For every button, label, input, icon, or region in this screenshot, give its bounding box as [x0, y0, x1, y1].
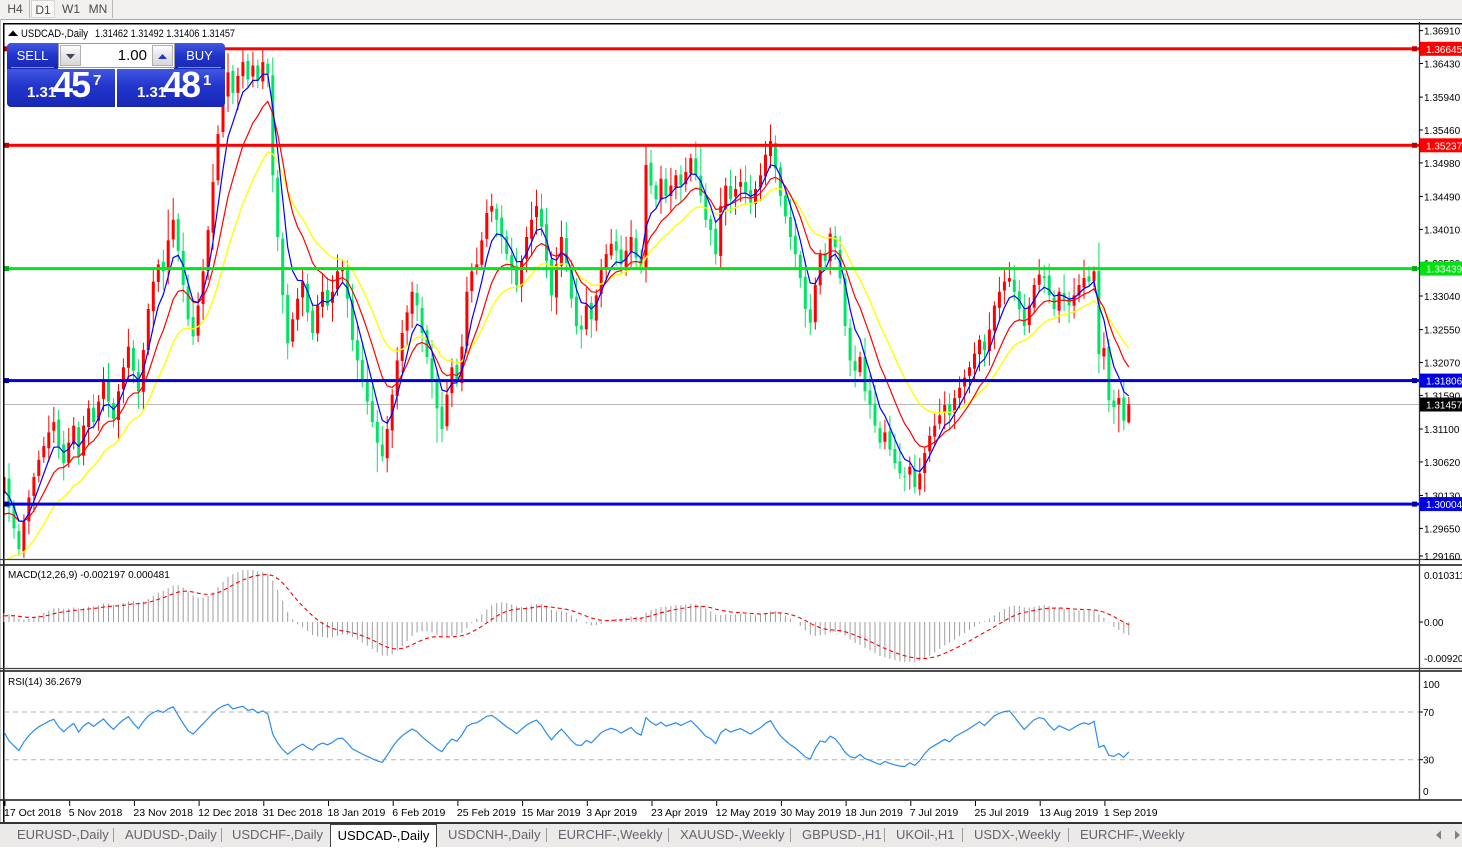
svg-text:0.010311: 0.010311 — [1424, 571, 1462, 582]
svg-text:1.34010: 1.34010 — [1424, 225, 1461, 236]
svg-text:1.30004: 1.30004 — [1426, 500, 1462, 511]
svg-text:1 Sep 2019: 1 Sep 2019 — [1104, 807, 1158, 819]
svg-text:25 Feb 2019: 25 Feb 2019 — [457, 807, 516, 819]
svg-text:100: 100 — [1423, 680, 1440, 691]
svg-text:17 Oct 2018: 17 Oct 2018 — [4, 807, 61, 819]
svg-text:31 Dec 2018: 31 Dec 2018 — [263, 807, 323, 819]
svg-text:23 Nov 2018: 23 Nov 2018 — [133, 807, 193, 819]
svg-text:12 May 2019: 12 May 2019 — [716, 807, 777, 819]
svg-text:1.36645: 1.36645 — [1426, 45, 1462, 56]
svg-text:0: 0 — [1423, 787, 1429, 798]
svg-text:18 Jun 2019: 18 Jun 2019 — [845, 807, 903, 819]
svg-text:1.29160: 1.29160 — [1424, 552, 1461, 563]
svg-text:1.36430: 1.36430 — [1424, 60, 1461, 71]
svg-text:3 Apr 2019: 3 Apr 2019 — [586, 807, 637, 819]
svg-text:13 Aug 2019: 13 Aug 2019 — [1039, 807, 1098, 819]
svg-text:1.33040: 1.33040 — [1424, 292, 1461, 303]
svg-text:15 Mar 2019: 15 Mar 2019 — [522, 807, 581, 819]
svg-text:1.32070: 1.32070 — [1424, 359, 1461, 370]
svg-text:1.30620: 1.30620 — [1424, 458, 1461, 469]
svg-text:70: 70 — [1423, 708, 1435, 719]
svg-text:USDCAD-,Daily: USDCAD-,Daily — [21, 28, 88, 40]
svg-text:5 Nov 2018: 5 Nov 2018 — [69, 807, 123, 819]
svg-text:1.31462 1.31492 1.31406 1.3145: 1.31462 1.31492 1.31406 1.31457 — [95, 28, 235, 40]
svg-text:1.31100: 1.31100 — [1424, 425, 1460, 436]
svg-text:30 May 2019: 30 May 2019 — [780, 807, 841, 819]
svg-text:1.30130: 1.30130 — [1424, 492, 1461, 503]
svg-text:1.33439: 1.33439 — [1426, 265, 1462, 276]
svg-text:6 Feb 2019: 6 Feb 2019 — [392, 807, 445, 819]
svg-text:18 Jan 2019: 18 Jan 2019 — [328, 807, 386, 819]
svg-text:0.00: 0.00 — [1424, 618, 1444, 629]
svg-text:-0.009203: -0.009203 — [1424, 654, 1462, 665]
svg-text:1.35237: 1.35237 — [1426, 141, 1462, 152]
svg-text:1.31457: 1.31457 — [1426, 401, 1462, 412]
svg-text:1.35940: 1.35940 — [1424, 93, 1461, 104]
svg-text:1.35460: 1.35460 — [1424, 126, 1461, 137]
svg-text:25 Jul 2019: 25 Jul 2019 — [975, 807, 1029, 819]
svg-text:1.34490: 1.34490 — [1424, 193, 1461, 204]
svg-text:12 Dec 2018: 12 Dec 2018 — [198, 807, 258, 819]
svg-text:RSI(14) 36.2679: RSI(14) 36.2679 — [8, 677, 82, 688]
svg-text:1.34980: 1.34980 — [1424, 159, 1461, 170]
svg-text:7 Jul 2019: 7 Jul 2019 — [910, 807, 959, 819]
svg-text:1.32550: 1.32550 — [1424, 326, 1461, 337]
svg-text:30: 30 — [1423, 756, 1435, 767]
svg-text:MACD(12,26,9) -0.002197 0.0004: MACD(12,26,9) -0.002197 0.000481 — [8, 570, 170, 581]
svg-text:1.36910: 1.36910 — [1424, 27, 1461, 38]
svg-text:1.29650: 1.29650 — [1424, 524, 1461, 535]
svg-text:1.31806: 1.31806 — [1426, 377, 1462, 388]
svg-text:1.31590: 1.31590 — [1424, 391, 1461, 402]
svg-text:23 Apr 2019: 23 Apr 2019 — [651, 807, 708, 819]
